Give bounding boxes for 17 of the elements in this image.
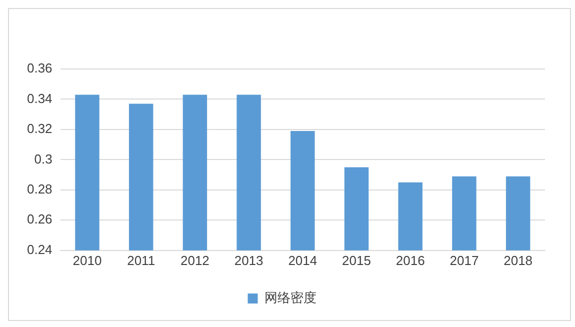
- y-tick-label: 0.26: [26, 212, 52, 227]
- y-tick-label: 0.24: [26, 242, 52, 257]
- x-tick-label: 2012: [180, 252, 210, 268]
- y-tick-label: 0.36: [26, 60, 52, 76]
- y-tick-label: 0.32: [26, 121, 52, 136]
- x-tick-label: 2016: [396, 252, 425, 268]
- x-tick-label: 2011: [127, 252, 156, 268]
- x-tick-label: 2017: [450, 252, 479, 268]
- y-tick-label: 0.28: [26, 182, 52, 197]
- legend-label: 网络密度: [264, 290, 316, 306]
- y-tick-label: 0.3: [34, 151, 52, 166]
- x-tick-label: 2018: [504, 252, 533, 268]
- x-tick-label: 2014: [288, 252, 318, 268]
- x-tick-label: 2013: [234, 252, 264, 268]
- y-tick-label: 0.34: [26, 90, 52, 106]
- x-tick-label: 2015: [342, 252, 371, 268]
- x-tick-label: 2010: [72, 252, 102, 268]
